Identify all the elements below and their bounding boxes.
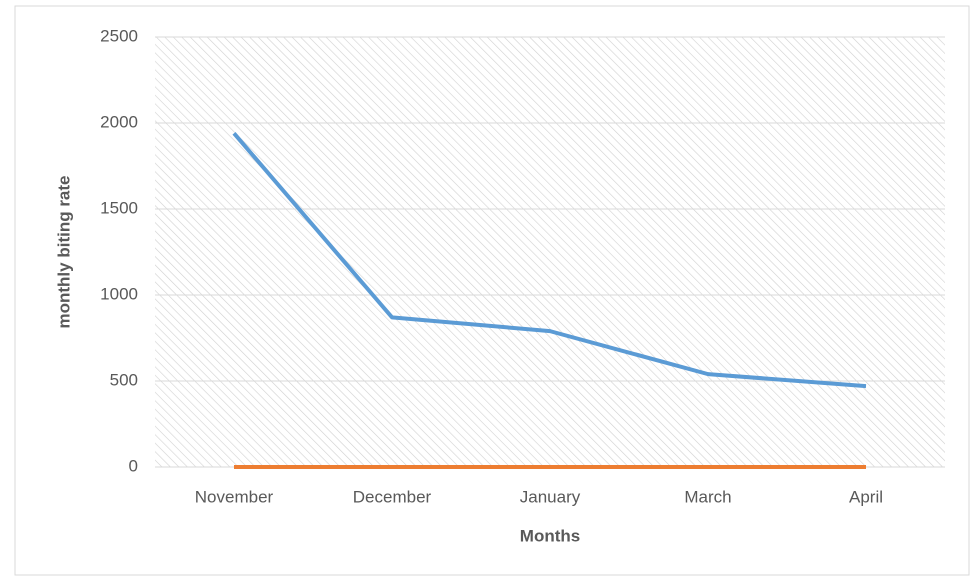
x-tick-label: March	[684, 487, 731, 506]
y-tick-label: 1000	[100, 284, 138, 303]
x-tick-label: December	[353, 487, 432, 506]
y-tick-label: 2000	[100, 112, 138, 131]
data-line	[232, 132, 867, 389]
plot-area	[155, 37, 945, 467]
x-tick-label: November	[195, 487, 274, 506]
y-tick-label: 1500	[100, 198, 138, 217]
x-axis-title: Months	[520, 526, 580, 545]
y-axis-title: monthly biting rate	[54, 176, 73, 329]
x-tick-label: April	[849, 487, 883, 506]
y-tick-label: 2500	[100, 26, 138, 45]
y-tick-label: 0	[129, 456, 138, 475]
y-tick-label: 500	[110, 370, 138, 389]
x-tick-label: January	[520, 487, 581, 506]
